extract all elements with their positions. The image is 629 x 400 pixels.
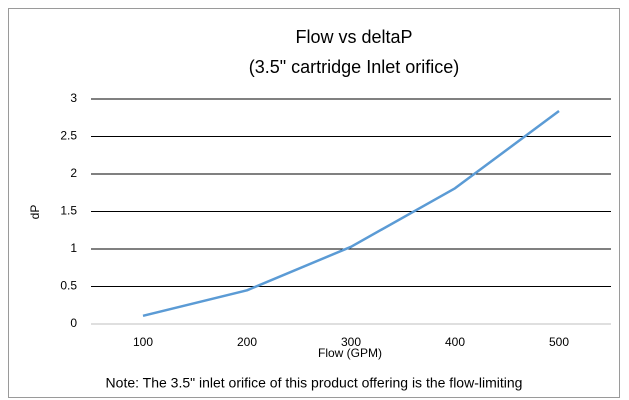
x-tick-label: 400 [445, 335, 465, 349]
chart-border [8, 8, 620, 398]
x-tick-label: 100 [133, 335, 153, 349]
y-tick-label: 0 [70, 316, 77, 330]
y-tick-label: 2 [70, 166, 77, 180]
data-line [142, 109, 560, 318]
note: Note: The 3.5" inlet orifice of this pro… [106, 375, 523, 391]
y-tick-label: 1 [70, 241, 77, 255]
x-tick-label: 500 [549, 335, 569, 349]
y-tick-label: 2.5 [60, 129, 77, 143]
chart-subtitle: (3.5" cartridge Inlet orifice) [249, 57, 459, 77]
y-tick-label: 3 [70, 91, 77, 105]
y-axis-label: dP [28, 205, 42, 220]
y-tick-label: 1.5 [60, 204, 77, 218]
x-tick-label: 200 [237, 335, 257, 349]
chart-title: Flow vs deltaP [295, 27, 412, 47]
x-tick-label: 300 [341, 335, 361, 349]
x-axis-label: Flow (GPM) [318, 346, 382, 360]
y-tick-label: 0.5 [60, 279, 77, 293]
